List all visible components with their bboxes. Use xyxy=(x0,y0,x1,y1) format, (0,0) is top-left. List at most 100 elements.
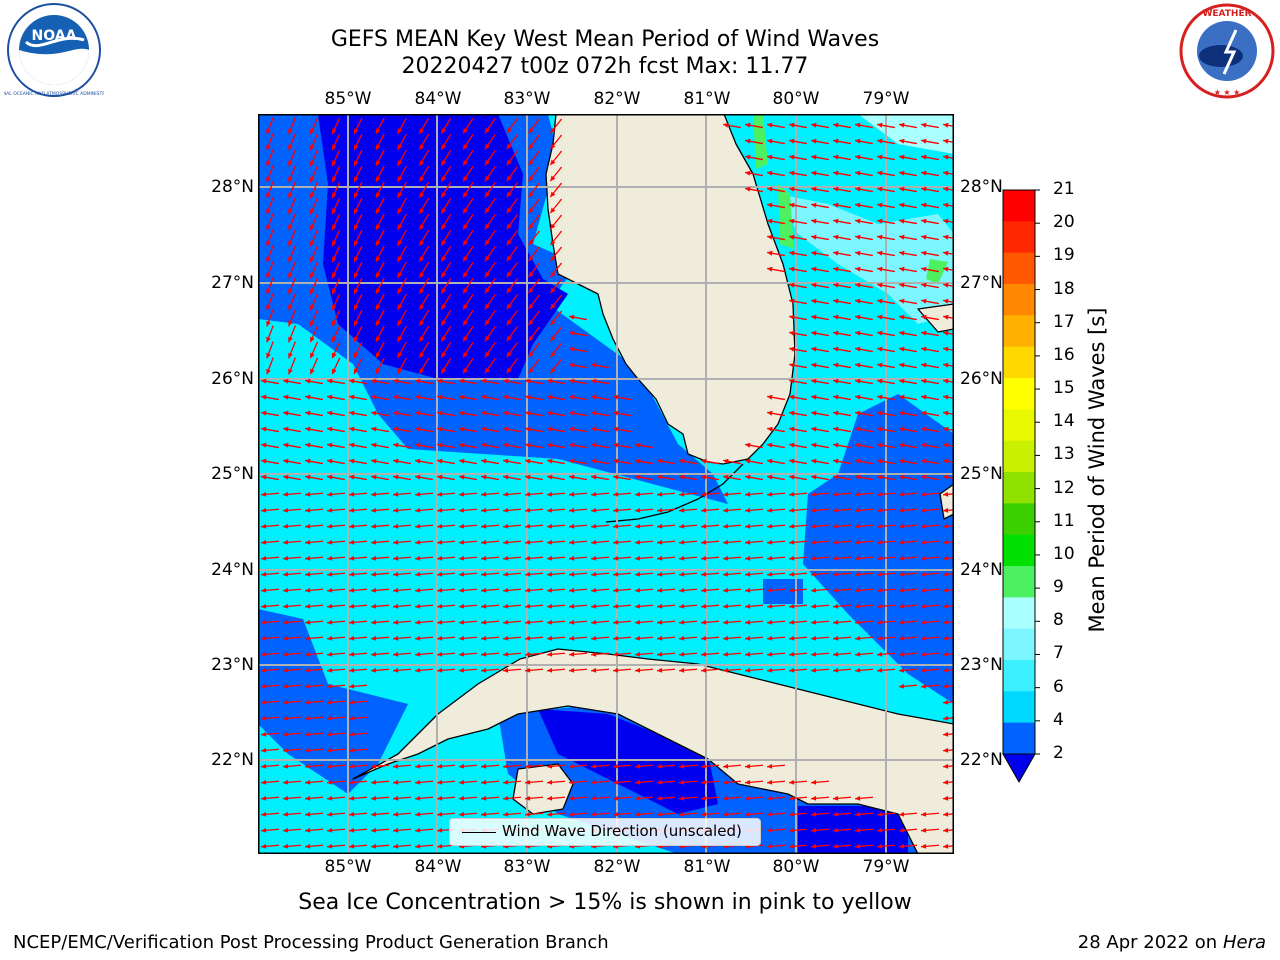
wind-arrow-head xyxy=(266,352,271,359)
wind-arrow-head xyxy=(525,795,531,801)
wind-arrow-head xyxy=(419,160,425,166)
wind-arrow-head xyxy=(283,683,289,689)
wind-arrow-head xyxy=(811,426,817,432)
wind-arrow-head xyxy=(503,555,509,561)
wind-arrow-head xyxy=(569,378,575,384)
wind-arrow-head xyxy=(550,319,556,325)
wind-arrow-head xyxy=(833,426,839,432)
lat-label-left-22n: 22°N xyxy=(211,750,254,770)
chart-subtitle: 20220427 t00z 072h fcst Max: 11.77 xyxy=(401,54,809,79)
wind-arrow-head xyxy=(833,346,839,352)
wind-arrow-head xyxy=(899,442,905,448)
wind-arrow-head xyxy=(437,394,443,400)
wind-arrow-head xyxy=(899,603,905,609)
wind-arrow-head xyxy=(393,378,399,384)
wind-arrow-head xyxy=(397,208,403,214)
wind-arrow-head xyxy=(921,458,927,464)
wind-arrow-head xyxy=(283,587,289,593)
wind-arrow-head xyxy=(441,144,446,150)
wind-arrow-head xyxy=(349,507,355,513)
lat-label-right-26n: 26°N xyxy=(960,369,1003,389)
wind-arrow-head xyxy=(745,811,751,817)
wind-arrow-head xyxy=(397,288,403,294)
wind-arrow-head xyxy=(877,651,883,657)
wind-arrow-head xyxy=(745,619,751,625)
wind-arrow-head xyxy=(332,336,337,343)
wind-arrow-head xyxy=(375,208,381,214)
wind-arrow-head xyxy=(943,282,949,288)
wind-arrow-head xyxy=(833,410,839,416)
wind-arrow-head xyxy=(635,587,641,593)
wind-arrow-head xyxy=(332,240,337,247)
wind-arrow-head xyxy=(811,170,817,176)
wind-arrow-head xyxy=(305,619,311,625)
wind-arrow-head xyxy=(613,442,619,448)
wind-arrow-head xyxy=(877,555,883,561)
wind-arrow-head xyxy=(332,208,337,215)
wind-arrow-head xyxy=(855,523,861,529)
wind-arrow-head xyxy=(441,224,446,230)
wind-arrow-head xyxy=(463,288,468,294)
wind-arrow-head xyxy=(349,571,355,577)
wind-arrow-head xyxy=(506,207,512,214)
wind-arrow-head xyxy=(899,154,905,160)
wind-arrow-head xyxy=(877,234,883,240)
wind-arrow-head xyxy=(789,795,795,801)
wind-arrow-head xyxy=(375,304,381,310)
wind-arrow-head xyxy=(371,458,377,464)
wind-arrow-head xyxy=(569,811,575,817)
wind-arrow-head xyxy=(811,378,817,384)
wind-arrow-head xyxy=(481,555,487,561)
wind-arrow-head xyxy=(789,378,795,384)
wind-arrow-head xyxy=(657,555,663,561)
wind-arrow-head xyxy=(943,202,949,208)
wind-arrow-head xyxy=(789,571,795,577)
wind-arrow-head xyxy=(745,635,751,641)
wind-arrow-head xyxy=(833,442,839,448)
wind-arrow-head xyxy=(349,779,355,785)
wind-arrow-head xyxy=(441,336,446,342)
colorbar-tick-label: 6 xyxy=(1053,676,1064,697)
wind-arrow-head xyxy=(375,320,381,326)
wind-arrow-head xyxy=(283,378,289,384)
wind-arrow-head xyxy=(481,410,487,416)
wind-arrow-head xyxy=(833,250,839,256)
wind-arrow-head xyxy=(288,304,293,311)
wind-arrow-head xyxy=(393,603,399,609)
wind-arrow-head xyxy=(767,843,773,849)
colorbar-tick-label: 19 xyxy=(1053,245,1075,266)
wind-arrow-head xyxy=(415,827,421,833)
wind-arrow-head xyxy=(877,539,883,545)
wind-arrow-head xyxy=(833,571,839,577)
svg-text:NATIONAL OCEANIC AND ATMOSPHER: NATIONAL OCEANIC AND ATMOSPHERIC ADMINIS… xyxy=(4,91,104,97)
wind-arrow-head xyxy=(261,843,267,849)
wind-arrow-head xyxy=(288,256,293,263)
colorbar-tick-label: 9 xyxy=(1053,577,1064,598)
field-darkblue-north xyxy=(318,114,568,379)
wind-arrow-head xyxy=(767,555,773,561)
wind-arrow-head xyxy=(767,202,773,208)
wind-arrow-head xyxy=(921,571,927,577)
wind-arrow-head xyxy=(613,410,619,416)
wind-arrow-head xyxy=(921,186,927,192)
wind-arrow-head xyxy=(266,176,271,183)
wind-arrow-head xyxy=(354,160,359,167)
wind-arrow-head xyxy=(528,367,534,374)
wind-arrow-head xyxy=(506,175,512,182)
wind-arrow-head xyxy=(547,426,553,432)
colorbar-tick-label: 13 xyxy=(1053,444,1075,465)
wind-arrow-head xyxy=(613,523,619,529)
wind-arrow-head xyxy=(528,351,534,358)
wind-arrow-head xyxy=(310,144,315,151)
wind-arrow-head xyxy=(393,635,399,641)
wind-arrow-head xyxy=(266,272,271,279)
wind-arrow-head xyxy=(943,571,949,577)
wind-arrow-head xyxy=(745,555,751,561)
wind-arrow-head xyxy=(877,282,883,288)
wind-arrow-head xyxy=(855,827,861,833)
wind-arrow-head xyxy=(288,240,293,247)
wind-arrow-head xyxy=(657,458,663,464)
wind-arrow-head xyxy=(789,555,795,561)
wind-arrow-head xyxy=(855,795,861,801)
wind-arrow-head xyxy=(745,795,751,801)
